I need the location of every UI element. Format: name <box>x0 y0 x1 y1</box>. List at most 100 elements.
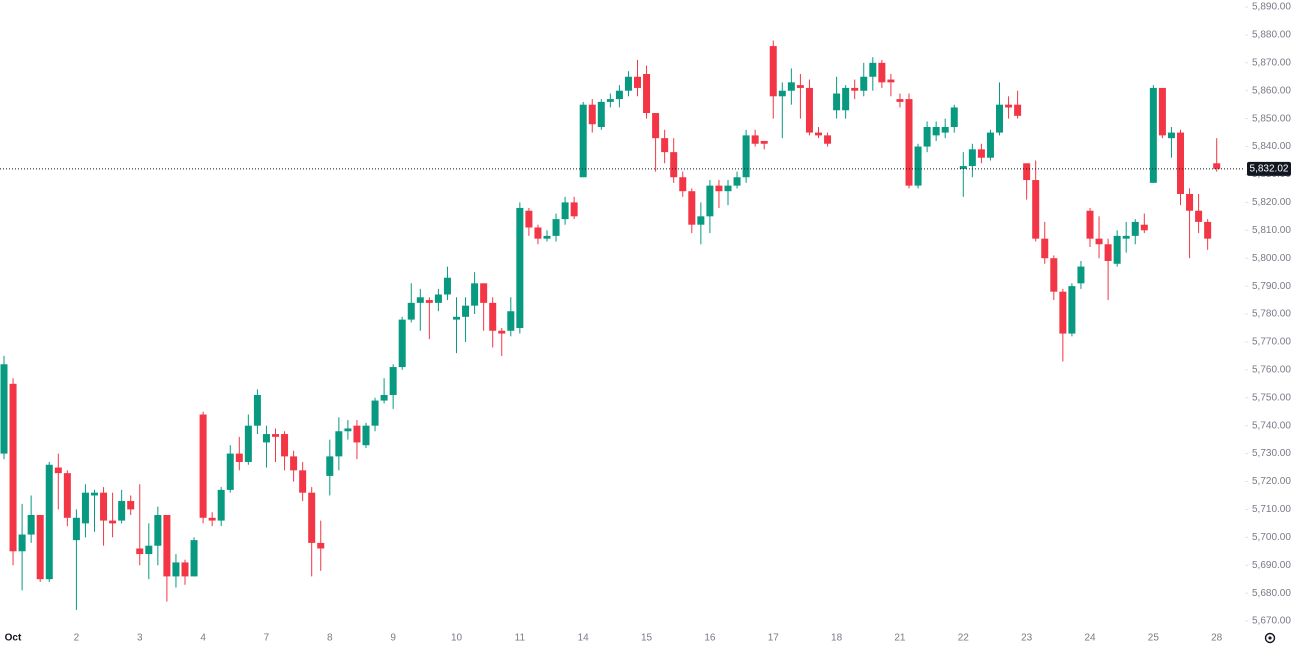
candle-body <box>1059 291 1067 334</box>
y-tick-label: 5,770.00 <box>1252 337 1291 348</box>
candle-body <box>869 62 877 77</box>
candle-body <box>127 501 135 510</box>
candle-body <box>453 316 460 320</box>
candle-body <box>371 400 379 426</box>
candle-body <box>824 135 832 144</box>
candle-body <box>769 46 777 97</box>
candle-body <box>226 453 234 490</box>
candle-body <box>1204 221 1212 239</box>
candle-body <box>416 297 424 303</box>
candle-body <box>914 146 922 186</box>
x-tick-label: 22 <box>958 633 970 644</box>
candle-body <box>380 394 388 401</box>
candle-body <box>796 85 804 88</box>
candle-body <box>923 127 931 147</box>
candle-body <box>362 425 370 446</box>
x-tick-label: 10 <box>451 633 463 644</box>
candle-body <box>507 311 515 331</box>
y-tick-label: 5,710.00 <box>1252 504 1291 515</box>
candle-body <box>1177 132 1184 194</box>
y-tick-label: 5,700.00 <box>1252 532 1291 543</box>
y-tick-label: 5,800.00 <box>1252 253 1291 264</box>
candle-body <box>91 492 98 496</box>
candle-body <box>172 562 180 577</box>
x-tick-label: 23 <box>1021 633 1033 644</box>
candle-body <box>54 467 62 474</box>
candle-body <box>760 140 768 144</box>
x-tick-label: Oct <box>5 633 22 644</box>
candle-body <box>860 76 868 91</box>
y-tick-label: 5,780.00 <box>1252 309 1291 320</box>
candle-body <box>543 235 551 239</box>
candle-body <box>9 383 17 552</box>
candle-body <box>525 210 533 228</box>
candle-body <box>217 489 225 521</box>
candle-body <box>996 104 1003 133</box>
last-price-box <box>1247 161 1291 176</box>
candle-body <box>679 177 687 192</box>
candle-body <box>615 90 623 100</box>
x-tick-label: 11 <box>515 633 526 644</box>
candle-body <box>887 79 895 83</box>
candle-body <box>805 87 813 133</box>
candle-body <box>163 514 171 577</box>
candle-body <box>579 104 587 178</box>
candle-body <box>1186 193 1194 211</box>
candle-body <box>244 425 252 462</box>
x-tick-label: 4 <box>200 633 206 644</box>
y-tick-label: 5,720.00 <box>1252 476 1291 487</box>
x-tick-label: 2 <box>74 633 80 644</box>
candle-body <box>941 127 949 133</box>
x-tick-label: 7 <box>264 633 270 644</box>
candle-body <box>950 107 958 128</box>
candle-body <box>344 428 352 432</box>
candle-body <box>353 425 361 443</box>
candle-body <box>63 473 71 518</box>
candle-body <box>0 364 8 454</box>
y-tick-label: 5,730.00 <box>1252 448 1291 459</box>
y-tick-label: 5,810.00 <box>1252 225 1291 236</box>
candle-body <box>45 464 53 580</box>
candle-body <box>1068 286 1076 334</box>
candle-body <box>688 191 696 225</box>
candle-body <box>253 394 261 426</box>
candle-body <box>190 540 198 577</box>
candle-body <box>959 166 967 169</box>
candle-body <box>1195 210 1203 222</box>
candle-body <box>498 330 506 334</box>
y-tick-label: 5,890.00 <box>1252 2 1291 13</box>
candle-body <box>109 520 117 524</box>
candle-body <box>1032 180 1040 239</box>
candle-body <box>262 434 270 443</box>
candle-body <box>1140 224 1148 231</box>
candle-body <box>1005 104 1013 108</box>
candle-body <box>145 545 153 555</box>
candle-body <box>1122 235 1130 239</box>
candle-body <box>670 152 678 178</box>
candle-body <box>489 302 497 331</box>
candle-body <box>308 492 316 543</box>
candle-body <box>742 135 750 178</box>
y-tick-label: 5,740.00 <box>1252 420 1291 431</box>
candle-body <box>661 138 669 153</box>
candle-body <box>317 542 325 549</box>
y-tick-label: 5,820.00 <box>1252 197 1291 208</box>
candle-body <box>905 99 913 186</box>
candle-body <box>516 207 524 328</box>
candle-body <box>1095 238 1103 245</box>
candle-body <box>634 76 641 88</box>
candle-body <box>706 185 714 217</box>
candle-body <box>932 127 940 136</box>
candle-body <box>724 185 732 192</box>
candle-body <box>154 514 162 546</box>
x-tick-label: 17 <box>768 633 780 644</box>
x-tick-label: 18 <box>831 633 843 644</box>
candle-body <box>100 492 108 521</box>
candle-body <box>1014 104 1022 116</box>
y-tick-label: 5,840.00 <box>1252 141 1291 152</box>
settings-button[interactable] <box>1264 632 1276 644</box>
candle-body <box>733 177 741 186</box>
candle-body <box>1023 163 1031 181</box>
candle-body <box>715 185 723 192</box>
